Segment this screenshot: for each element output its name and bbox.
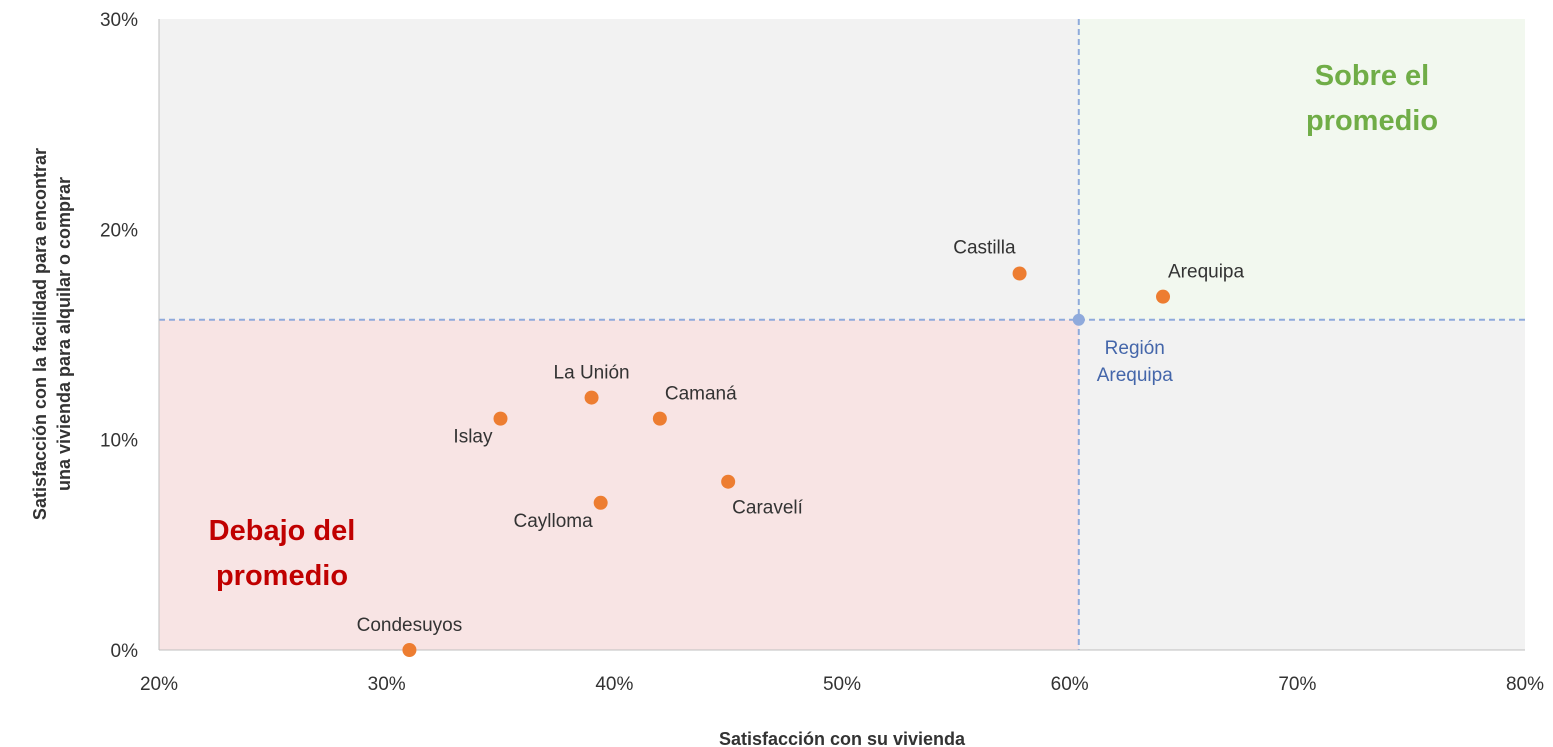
- y-axis-title-line-1: Satisfacción con la facilidad para encon…: [30, 148, 50, 520]
- data-point: [1012, 266, 1027, 281]
- data-point: [721, 474, 736, 489]
- y-tick-label: 30%: [100, 10, 138, 31]
- point-labels: Condesuyos Islay La Unión Caylloma Camaná Car…: [357, 238, 1245, 636]
- point-label: Camaná: [665, 384, 737, 405]
- x-axis-title: Satisfacción con su vivienda: [719, 729, 966, 747]
- point-label: Condesuyos: [357, 615, 463, 636]
- y-axis-title: Satisfacción con la facilidad para encon…: [30, 148, 74, 520]
- average-reference-lines: [159, 19, 1525, 650]
- point-label: Islay: [453, 427, 493, 448]
- quadrant-label-below: Debajo del: [209, 515, 356, 547]
- y-tick-label: 20%: [100, 220, 138, 241]
- average-point: [1072, 313, 1085, 326]
- point-label: Caravelí: [732, 498, 803, 519]
- x-tick-label: 40%: [595, 674, 633, 695]
- quadrant-above-average: [1078, 19, 1525, 320]
- point-label: La Unión: [554, 363, 630, 384]
- y-tick-label: 0%: [111, 641, 139, 662]
- y-axis-title-line-2: una vivienda para alquilar o comprar: [54, 177, 74, 491]
- quadrant-labels: Sobre el promedio Debajo del promedio: [209, 60, 1438, 592]
- x-tick-label: 30%: [368, 674, 406, 695]
- y-tick-label: 10%: [100, 431, 138, 452]
- data-points: [402, 266, 1171, 657]
- data-point: [584, 390, 599, 405]
- average-label-line: Región: [1105, 338, 1165, 359]
- point-label: Castilla: [953, 238, 1016, 259]
- data-point: [1156, 289, 1171, 304]
- x-tick-label: 80%: [1506, 674, 1544, 695]
- quadrant-label-above: promedio: [1306, 105, 1438, 137]
- x-tick-label: 20%: [140, 674, 178, 695]
- data-point: [593, 495, 608, 510]
- x-tick-label: 50%: [823, 674, 861, 695]
- data-point: [402, 643, 417, 657]
- x-tick-label: 60%: [1051, 674, 1089, 695]
- axes: 20% 30% 40% 50% 60% 70% 80% 0% 10% 20% 30%: [100, 10, 1544, 695]
- x-tick-label: 70%: [1278, 674, 1316, 695]
- data-point: [652, 411, 667, 426]
- point-label: Arequipa: [1168, 262, 1244, 283]
- data-point: [493, 411, 508, 426]
- quadrant-label-below: promedio: [216, 560, 348, 592]
- average-label-line: Arequipa: [1097, 365, 1173, 386]
- point-label: Caylloma: [513, 511, 593, 532]
- quadrant-backgrounds: [159, 19, 1525, 650]
- quadrant-label-above: Sobre el: [1315, 60, 1429, 92]
- quadrant-below-average: [159, 319, 1079, 650]
